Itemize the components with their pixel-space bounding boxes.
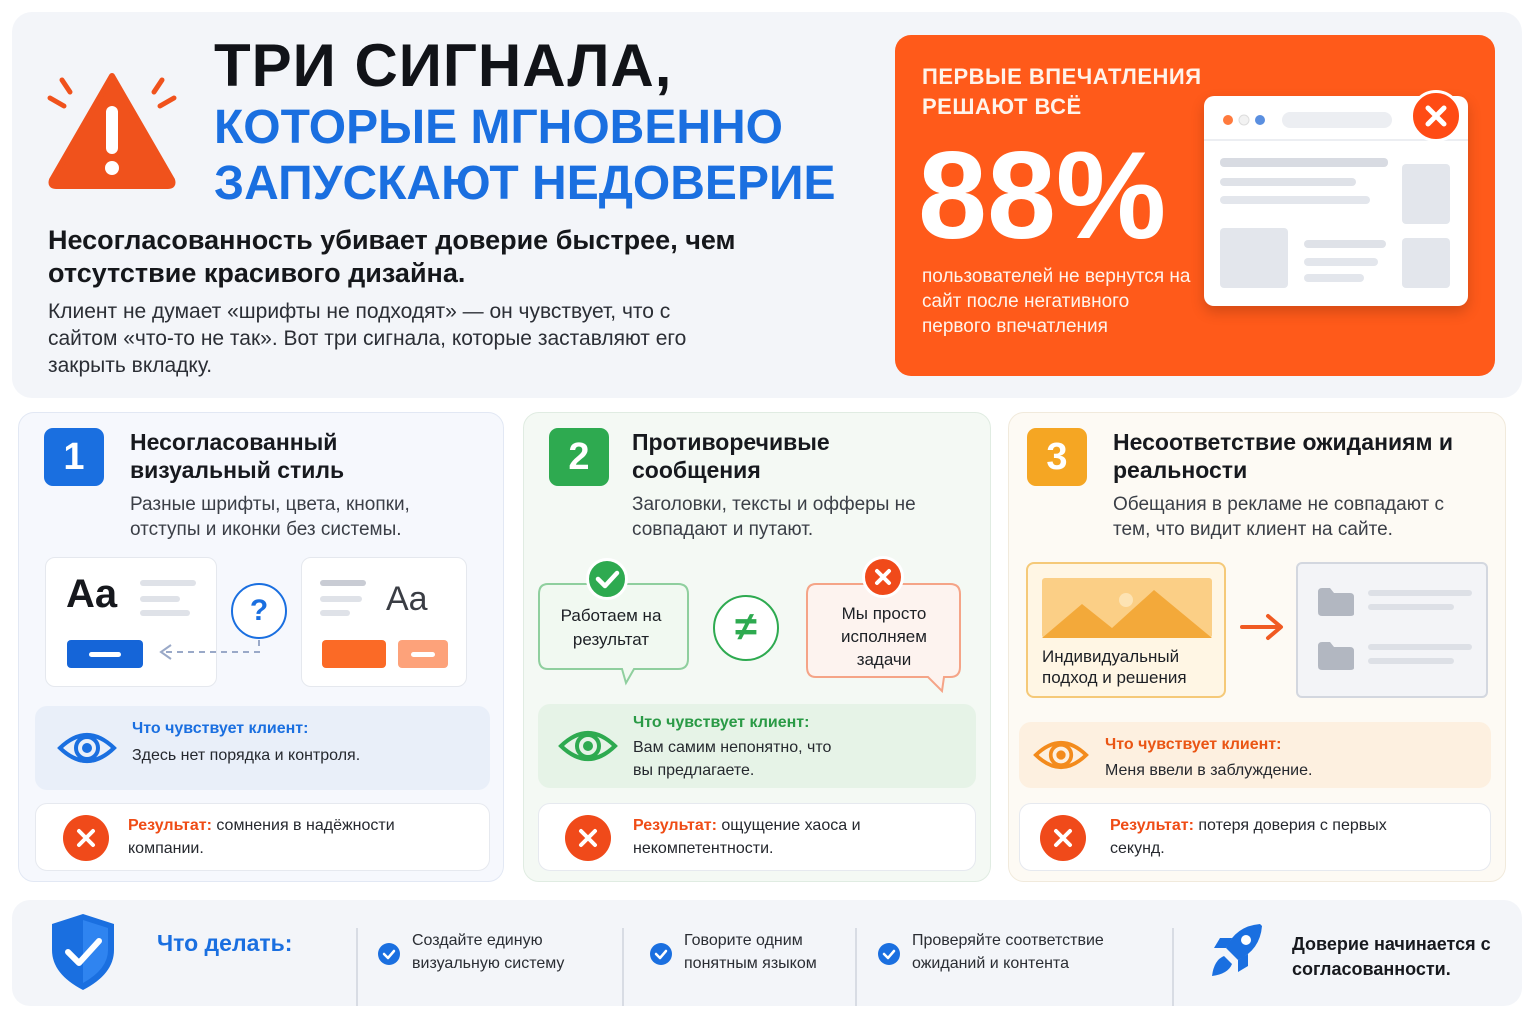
signal-number-2: 2 (549, 428, 609, 486)
feel-box-3: Что чувствует клиент: Меня ввели в заблу… (1019, 722, 1491, 788)
result-text-3: Результат: потеря доверия с первых секун… (1110, 814, 1410, 860)
close-icon (63, 815, 109, 861)
eye-icon (1033, 741, 1089, 769)
check-icon (650, 943, 672, 965)
action-bar (12, 900, 1522, 1006)
feel-box-1: Что чувствует клиент: Здесь нет порядка … (35, 706, 490, 790)
feel-label-1: Что чувствует клиент: (132, 720, 309, 737)
stat-value: 88% (918, 127, 1167, 265)
text-lines-icon (140, 580, 196, 616)
blue-button-sample (67, 640, 143, 668)
result-value-2: ощущение хаоса и некомпетентности. (633, 817, 861, 857)
title-line-2: КОТОРЫЕ МГНОВЕННО (214, 101, 783, 154)
signal-desc-3: Обещания в рекламе не совпадают с тем, ч… (1113, 494, 1445, 540)
sample-b-text: Aa (386, 580, 428, 618)
result-text-2: Результат: ощущение хаоса и некомпетентн… (633, 814, 933, 860)
intro-text: Клиент не думает «шрифты не подходят» — … (48, 300, 687, 377)
divider (855, 928, 857, 1006)
tip-1: Создайте единую визуальную систему (412, 932, 565, 972)
bubble-good-text: Работаем на результат (560, 606, 662, 649)
eye-icon (57, 733, 117, 763)
shield-check-icon (52, 914, 114, 990)
arrow-right-icon (1240, 614, 1283, 640)
rocket-icon (1212, 924, 1262, 976)
result-label-2: Результат: (633, 817, 717, 834)
divider (622, 928, 624, 1006)
folder-icon (1318, 642, 1354, 670)
question-icon: ? (231, 583, 287, 639)
site-reality-card (1296, 562, 1488, 698)
bubble-bad-text: Мы просто исполняем задачи (841, 604, 927, 669)
browser-mockup (1204, 96, 1468, 306)
warning-icon (47, 73, 177, 189)
feel-text-2: Вам самим непонятно, что вы предлагаете. (633, 739, 832, 779)
browser-mockup-graphic (1204, 112, 1468, 288)
tip-3: Проверяйте соответствие ожиданий и конте… (912, 932, 1104, 972)
signal-number-3: 3 (1027, 428, 1087, 486)
image-icon (1042, 578, 1212, 638)
final-statement: Доверие начинается с согласованности. (1292, 934, 1491, 979)
style-sample-b: Aa (301, 557, 467, 687)
check-icon (378, 943, 400, 965)
result-value-3: потеря доверия с первых секунд. (1110, 817, 1387, 857)
not-equal-icon: ≠ (713, 595, 779, 661)
close-icon (1040, 815, 1086, 861)
feel-text-1: Здесь нет порядка и контроля. (132, 747, 361, 764)
feel-label-2: Что чувствует клиент: (633, 714, 810, 731)
title-line-1: ТРИ СИГНАЛА, (214, 32, 673, 99)
light-orange-button-sample (398, 640, 448, 668)
sample-a-text: Aa (66, 572, 118, 616)
ad-caption: Индивидуальный подход и решения (1042, 647, 1187, 687)
check-icon (586, 558, 628, 600)
result-box-1: Результат: сомнения в надёжности компани… (35, 803, 490, 871)
feel-label-3: Что чувствует клиент: (1105, 736, 1282, 753)
title-line-3: ЗАПУСКАЮТ НЕДОВЕРИЕ (214, 157, 836, 210)
folder-icon (1318, 588, 1354, 616)
signal-number-1: 1 (44, 428, 104, 486)
subtitle: Несогласованность убивает доверие быстре… (48, 225, 736, 288)
style-sample-a: Aa (45, 557, 217, 687)
speech-bubble-good-shape (538, 583, 689, 686)
signal-desc-2: Заголовки, тексты и офферы не совпадают … (632, 494, 916, 540)
result-label-3: Результат: (1110, 817, 1194, 834)
text-lines-icon (1368, 590, 1472, 664)
close-icon (862, 556, 904, 598)
ad-promise-card: Индивидуальный подход и решения (1026, 562, 1226, 698)
feel-box-2: Что чувствует клиент: Вам самим непонятн… (538, 704, 976, 788)
signal-desc-1: Разные шрифты, цвета, кнопки, отступы и … (130, 494, 410, 540)
signal-title-1: Несогласованный визуальный стиль (130, 429, 345, 483)
signal-title-3: Несоответствие ожиданиям и реальности (1113, 429, 1454, 483)
check-icon (878, 943, 900, 965)
feel-text-3: Меня ввели в заблуждение. (1105, 762, 1313, 779)
tip-2: Говорите одним понятным языком (684, 932, 817, 972)
stat-description: пользователей не вернутся на сайт после … (922, 266, 1191, 337)
signal-title-2: Противоречивые сообщения (632, 429, 830, 483)
orange-button-sample (322, 640, 386, 668)
result-value-1: сомнения в надёжности компании. (128, 817, 395, 857)
divider (356, 928, 358, 1006)
result-box-3: Результат: потеря доверия с первых секун… (1019, 803, 1491, 871)
result-text-1: Результат: сомнения в надёжности компани… (128, 814, 458, 860)
result-label-1: Результат: (128, 817, 212, 834)
close-icon (565, 815, 611, 861)
question-connector (159, 640, 260, 660)
divider (1172, 928, 1174, 1006)
stat-eyebrow: ПЕРВЫЕ ВПЕЧАТЛЕНИЯ РЕШАЮТ ВСЁ (922, 64, 1202, 119)
todo-label: Что делать: (157, 930, 293, 956)
text-lines-icon (320, 580, 366, 616)
result-box-2: Результат: ощущение хаоса и некомпетентн… (538, 803, 976, 871)
eye-icon (558, 731, 618, 761)
speech-bubble-bad-shape (806, 583, 961, 693)
close-icon (1410, 90, 1462, 142)
